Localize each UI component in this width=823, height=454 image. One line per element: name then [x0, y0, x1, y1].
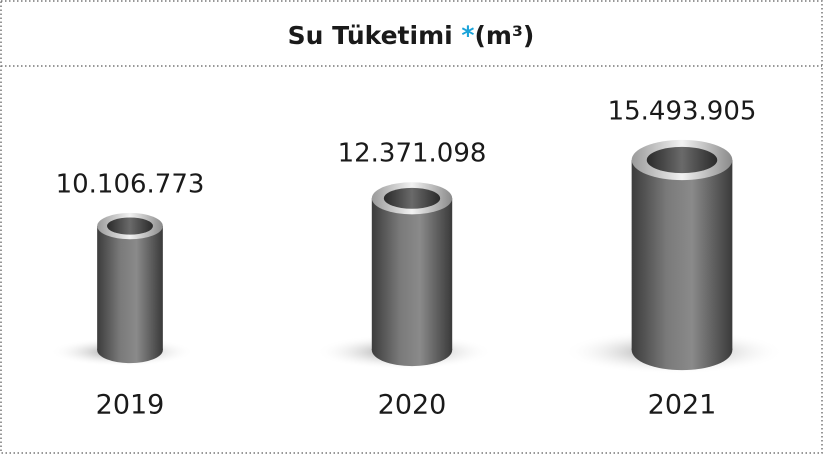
- chart-title: Su Tüketimi *(m³): [288, 21, 535, 50]
- cylinder: [563, 139, 785, 375]
- title-text: Su Tüketimi: [288, 21, 453, 50]
- cylinder-bottom: [97, 336, 163, 364]
- bar: [631, 160, 733, 350]
- cylinder: [315, 182, 493, 370]
- cylinder-hole: [383, 187, 441, 209]
- cylinder-bottom: [631, 329, 733, 371]
- value-label: 15.493.905: [608, 96, 757, 126]
- title-unit: (m³): [474, 21, 534, 50]
- x-tick-label: 2020: [378, 390, 447, 421]
- x-tick-label: 2019: [96, 390, 165, 421]
- x-tick-label: 2021: [648, 390, 717, 421]
- value-label: 12.371.098: [338, 139, 487, 169]
- bar: [371, 198, 453, 350]
- cylinder-hole: [646, 146, 718, 174]
- cylinder-hole: [107, 217, 153, 235]
- cylinder: [49, 212, 195, 367]
- title-mark: *: [461, 21, 474, 50]
- bar: [97, 226, 163, 350]
- value-label: 10.106.773: [56, 169, 205, 199]
- cylinder-bottom: [371, 333, 453, 367]
